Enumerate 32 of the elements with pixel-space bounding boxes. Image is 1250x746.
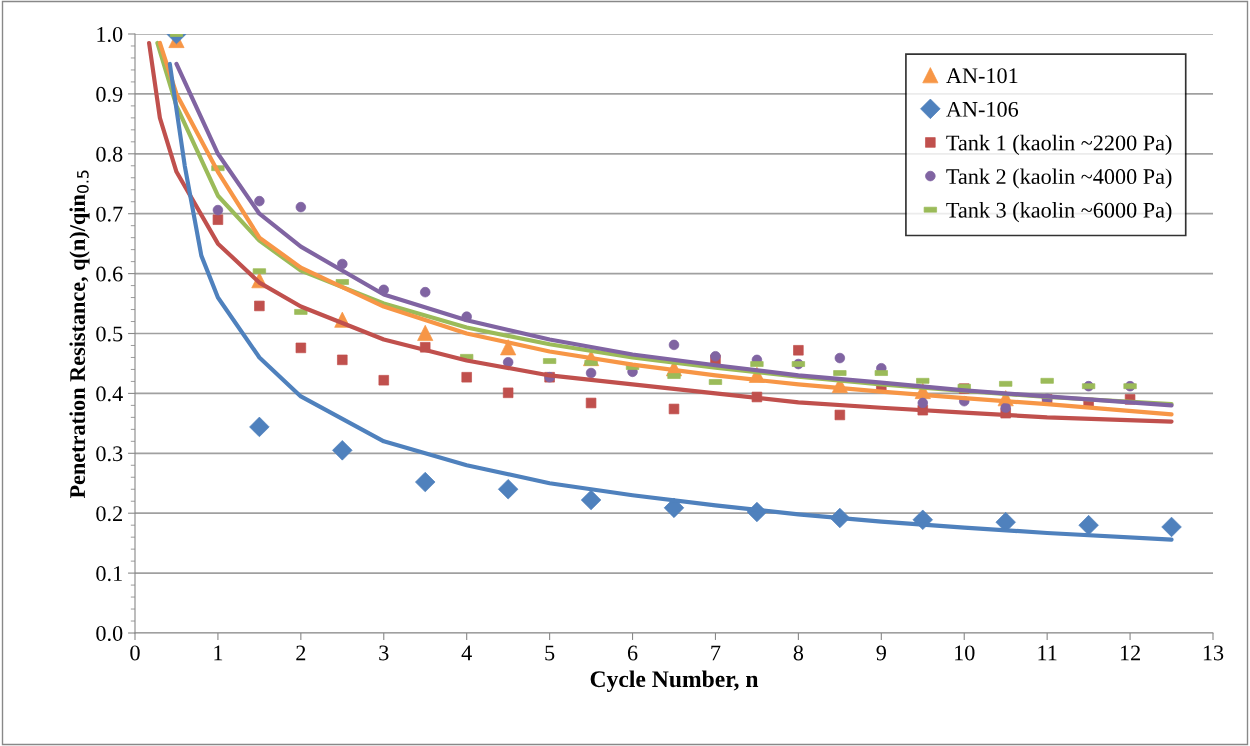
y-tick-label: 0.4 (96, 386, 123, 402)
y-tick-label: 0.0 (96, 625, 123, 642)
y-tick-label: 0.8 (96, 146, 123, 162)
y-tick-label: 0.3 (96, 446, 123, 462)
x-tick-label: 0 (130, 645, 140, 661)
y-axis-title: Penetration Resistance, q(n)/qin$_{0.5}$ (69, 170, 90, 499)
x-tick-label: 6 (627, 645, 638, 661)
y-tick-label: 0.1 (96, 566, 122, 582)
x-tick-label: 10 (955, 645, 975, 661)
legend-label: AN-101 (946, 68, 1018, 84)
y-tick-label: 0.6 (96, 266, 123, 282)
y-tick-label: 0.9 (96, 86, 123, 102)
x-tick-label: 12 (1120, 645, 1140, 661)
x-tick-label: 5 (545, 645, 555, 661)
legend-label: Tank 1 (kaolin ~2200 Pa) (946, 134, 1172, 155)
y-tick-label: 0.2 (96, 506, 122, 522)
x-axis-title: Cycle Number, n (590, 670, 759, 692)
legend-label: Tank 2 (kaolin ~4000 Pa) (946, 168, 1172, 189)
x-tick-label: 3 (379, 645, 389, 661)
x-tick-label: 2 (296, 645, 306, 661)
x-tick-label: 7 (711, 645, 721, 661)
x-tick-label: 8 (793, 645, 804, 661)
y-tick-label: 0.5 (96, 326, 123, 342)
x-tick-label: 9 (876, 645, 886, 661)
x-tick-label: 4 (461, 645, 472, 661)
x-tick-label: 1 (214, 645, 223, 661)
x-tick-label: 11 (1038, 645, 1057, 661)
x-tick-label: 13 (1203, 645, 1224, 661)
legend-label: AN-106 (946, 101, 1019, 117)
y-tick-label: 0.7 (96, 206, 123, 222)
y-tick-label: 1.0 (97, 26, 123, 43)
legend-label: Tank 3 (kaolin ~6000 Pa) (946, 202, 1172, 223)
